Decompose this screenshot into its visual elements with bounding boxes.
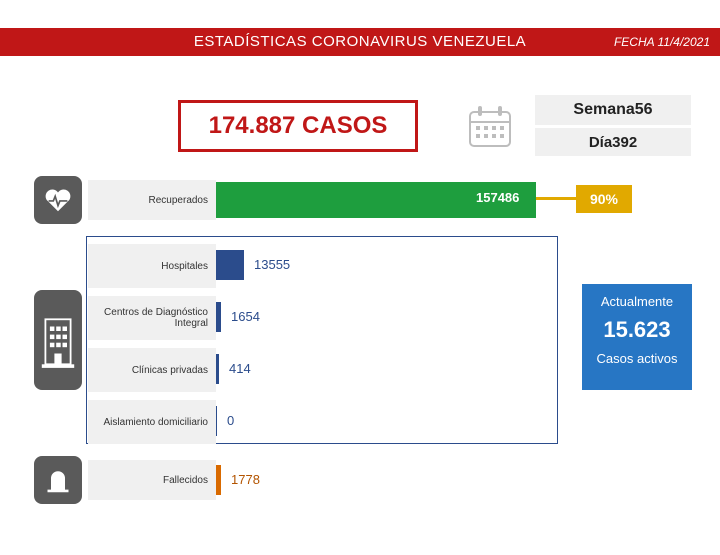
header-bar: ESTADÍSTICAS CORONAVIRUS VENEZUELA FECHA… xyxy=(0,28,720,56)
cdi-value: 1654 xyxy=(231,309,260,324)
recovered-pct-connector xyxy=(536,197,576,200)
deaths-bar xyxy=(216,465,221,495)
calendar-icon xyxy=(468,104,512,148)
header-title: ESTADÍSTICAS CORONAVIRUS VENEZUELA xyxy=(0,28,720,56)
day-box: Día 392 xyxy=(535,128,691,156)
total-cases-suffix: CASOS xyxy=(295,112,387,139)
hospitals-bar xyxy=(216,250,244,280)
hospitals-value: 13555 xyxy=(254,257,290,272)
active-cases-line3: Casos activos xyxy=(586,351,688,366)
private-clinics-bar xyxy=(216,354,219,384)
home-isolation-label: Aislamiento domiciliario xyxy=(88,400,216,444)
cdi-label: Centros de Diagnóstico Integral xyxy=(88,296,216,340)
active-cases-line1: Actualmente xyxy=(586,294,688,309)
home-isolation-bar xyxy=(216,406,217,436)
private-clinics-value: 414 xyxy=(229,361,251,376)
private-clinics-label: Clínicas privadas xyxy=(88,348,216,392)
total-cases-text: 174.887 CASOS xyxy=(209,112,388,140)
header-date-value: 11/4/2021 xyxy=(658,35,711,49)
day-value: 392 xyxy=(612,134,637,151)
recovered-pct-badge: 90% xyxy=(576,185,632,213)
day-label: Día xyxy=(589,134,612,151)
header-date-prefix: FECHA xyxy=(614,35,658,49)
week-box: Semana 56 xyxy=(535,95,691,125)
covid-stats-infographic: ESTADÍSTICAS CORONAVIRUS VENEZUELA FECHA… xyxy=(0,0,720,555)
active-cases-value: 15.623 xyxy=(586,317,688,343)
recovered-value: 157486 xyxy=(476,190,519,205)
home-isolation-value: 0 xyxy=(227,413,234,428)
deaths-label: Fallecidos xyxy=(88,460,216,500)
hospital-icon xyxy=(34,290,82,390)
recovered-label: Recuperados xyxy=(88,180,216,220)
cdi-bar xyxy=(216,302,221,332)
hospitals-label: Hospitales xyxy=(88,244,216,288)
tombstone-icon xyxy=(34,456,82,504)
deaths-value: 1778 xyxy=(231,472,260,487)
week-value: 56 xyxy=(635,101,653,119)
active-cases-box: Actualmente 15.623 Casos activos xyxy=(582,284,692,390)
total-cases-value: 174.887 xyxy=(209,112,296,139)
header-date: FECHA 11/4/2021 xyxy=(614,28,710,56)
total-cases-box: 174.887 CASOS xyxy=(178,100,418,152)
week-label: Semana xyxy=(573,101,634,119)
heart-monitor-icon xyxy=(34,176,82,224)
